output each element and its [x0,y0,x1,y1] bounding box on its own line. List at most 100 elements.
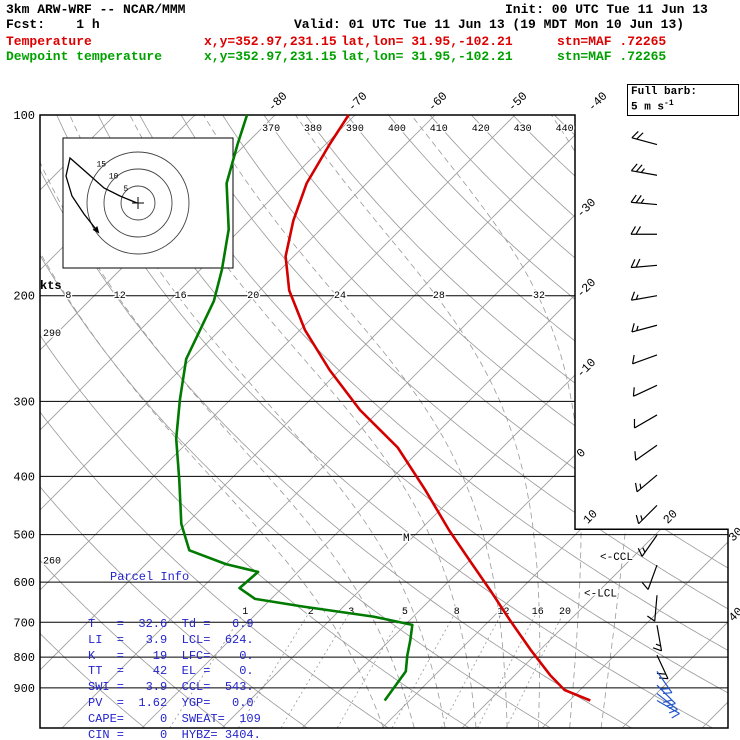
moist-adiabat-line [410,115,582,728]
pressure-tick-label: 800 [13,651,35,665]
mixing-ratio-label: 1 [242,607,248,618]
wind-barb [637,534,658,557]
moist-adiabat-label: 24 [334,291,346,302]
moist-adiabat-line [69,115,446,728]
wind-barb [631,323,658,333]
barb-half-feather [642,547,646,553]
barb-staff [654,595,658,622]
moist-adiabat-label: 20 [247,291,259,302]
dewpoint-station: stn=MAF .72265 [557,49,667,64]
barb-feather [641,582,649,590]
mixing-ratio-line [477,606,540,728]
barb-staff [647,564,658,590]
parcel-info-title: Parcel Info [110,569,190,584]
dry-adiabat-label: 260 [43,556,61,567]
hodograph-ring [120,185,156,221]
barb-staff [631,201,658,206]
mixing-ratio-line [505,606,567,728]
dry-adiabat-line [40,115,551,728]
hodograph-box [62,137,234,269]
isotherm-line [701,115,728,728]
dry-adiabat-line [40,115,227,728]
hodograph-trace [65,156,138,229]
mixing-ratio-line [280,606,354,728]
barb-staff [631,170,658,176]
pressure-tick-label: 600 [13,576,35,590]
temperature-station: stn=MAF .72265 [557,34,667,49]
valid-time: Valid: 01 UTC Tue 11 Jun 13 (19 MDT Mon … [294,17,685,32]
moist-adiabat-line [550,115,635,728]
barb-feather [634,451,637,461]
right-isotherm-label: 20 [661,507,681,527]
barb-feather [636,132,644,140]
barb-feather [635,226,642,235]
hodograph-ring-label: 15 [96,160,106,169]
wind-barb [656,700,680,719]
mixing-ratio-line [391,606,459,728]
barb-feather [647,615,656,622]
barb-feather [658,677,669,680]
wind-barb [632,384,658,397]
right-isotherm-label: -30 [574,196,599,221]
isotherm-line [61,115,676,728]
barb-half-feather [640,198,645,204]
barb-feather [631,323,635,333]
barb-staff [635,444,658,461]
isotherm-line [221,115,728,728]
plot-border [39,114,729,729]
wind-barb [634,444,658,461]
top-isotherm-label: -80 [265,89,290,114]
theta-label: 400 [388,124,406,135]
barb-feather [671,713,680,719]
wind-barb [641,564,658,590]
model-title: 3km ARW-WRF -- NCAR/MMM [6,2,186,17]
barb-feather [630,226,637,235]
barb-legend-title: Full barb: [631,86,698,98]
moist-adiabat-label: 16 [175,291,187,302]
moist-adiabat-label: 8 [65,291,71,302]
pressure-tick-label: 200 [13,290,35,304]
mixing-ratio-line [440,606,506,728]
isotherm-line [40,115,436,728]
barb-staff [631,324,658,333]
isotherm-line [0,115,35,728]
temperature-latlon: lat,lon= 31.95,-102.21 [341,34,513,49]
temperature-xy: x,y=352.97,231.15 [204,34,337,49]
dry-adiabat-line [40,115,308,728]
wind-barb [635,504,658,525]
moist-adiabat-line [295,115,541,728]
wind-barb [647,595,658,622]
hodograph-arrowhead [92,226,100,234]
wind-barb [630,226,657,235]
right-isotherm-label: 10 [581,507,601,527]
isotherm-line [621,115,728,728]
mixing-ratio-label: 8 [454,607,460,618]
barb-half-feather [639,483,642,489]
theta-label: 410 [430,124,448,135]
dry-adiabat-line [512,115,728,728]
wind-barb [656,654,669,680]
barb-feather [635,258,641,268]
isotherm-line [461,115,728,728]
top-isotherm-label: -50 [505,89,530,114]
parcel-info-row: LI = 3.9 LCL= 624. [88,632,254,647]
dry-adiabat-label: 290 [43,329,61,340]
isotherm-line [541,115,728,728]
wind-barb-column [630,99,680,719]
barb-staff [656,700,680,715]
barb-legend-exponent: -1 [664,99,674,108]
barb-staff [633,384,658,397]
right-isotherm-label: -10 [574,356,599,381]
mixing-ratio-line [336,606,408,728]
parcel-info-row: CAPE= 0 SWEAT= 109 [88,711,261,726]
barb-staff [634,414,658,429]
level-annotation: M [403,533,410,545]
wind-barb [630,291,658,301]
parcel-info-panel: Parcel Info T = 32.6 Td = 6.9 LI = 3.9 LC… [88,538,261,740]
barb-staff [656,684,676,705]
dry-adiabat-line [56,115,713,728]
isotherm-line [40,115,596,728]
wind-barb [630,258,658,269]
barb-half-feather [635,294,639,300]
